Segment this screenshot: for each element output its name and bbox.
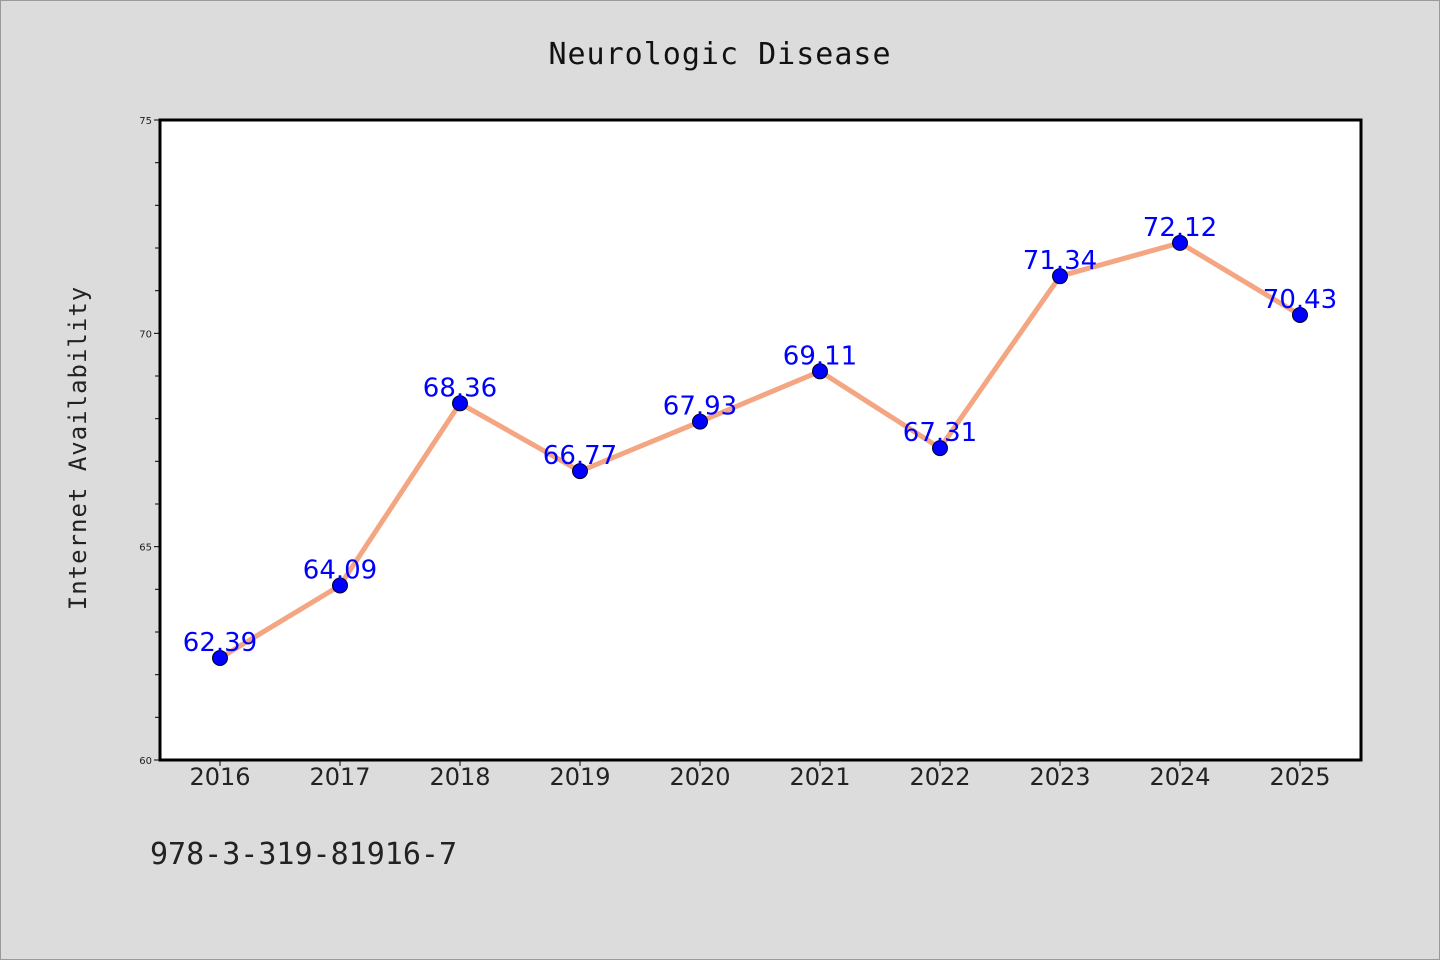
- x-tick-label: 2019: [549, 763, 610, 791]
- x-axis-ticks: 2016 2017 2018 2019 2020 2021 2022 2023 2024 2025: [189, 760, 1331, 791]
- data-point: [572, 463, 588, 480]
- data-label: 67.93: [663, 392, 737, 422]
- y-axis-ticks: 60 65 70 75: [139, 116, 160, 767]
- data-point: [452, 395, 468, 412]
- x-tick-label: 2023: [1029, 763, 1090, 791]
- data-label: 64.09: [303, 555, 377, 585]
- data-label: 66.77: [543, 441, 617, 471]
- y-tick-label: 70: [139, 329, 152, 340]
- data-label: 72.12: [1143, 213, 1217, 243]
- data-point: [332, 577, 348, 594]
- data-label: 68.36: [423, 373, 497, 403]
- series-markers: [212, 234, 1308, 667]
- x-tick-label: 2020: [669, 763, 730, 791]
- data-label: 67.31: [903, 418, 977, 448]
- data-label: 70.43: [1263, 285, 1337, 315]
- data-label: 62.39: [183, 628, 257, 658]
- x-tick-label: 2022: [909, 763, 970, 791]
- x-tick-label: 2024: [1149, 763, 1210, 791]
- x-tick-label: 2025: [1269, 763, 1330, 791]
- footnote: 978-3-319-81916-7: [150, 837, 457, 872]
- data-point: [1172, 234, 1188, 251]
- data-point: [1292, 306, 1308, 323]
- series-line: [218, 240, 1302, 661]
- data-point: [932, 440, 948, 457]
- y-tick-label: 60: [139, 756, 152, 767]
- data-labels: 62.39 64.09 68.36 66.77 67.93 69.11 67.31 71.34…: [183, 213, 1337, 658]
- x-tick-label: 2021: [789, 763, 850, 791]
- plot-area: [158, 118, 1363, 762]
- y-tick-label: 65: [139, 543, 152, 554]
- x-tick-label: 2018: [429, 763, 490, 791]
- data-point: [1052, 268, 1068, 285]
- data-label: 69.11: [783, 341, 857, 371]
- data-point: [212, 650, 228, 667]
- data-point: [692, 413, 708, 430]
- data-point: [812, 363, 828, 380]
- y-axis-label: Internet Availability: [64, 286, 92, 610]
- y-minor-ticks: [155, 162, 160, 718]
- chart-title: Neurologic Disease: [548, 37, 891, 72]
- y-tick-label: 75: [139, 116, 152, 127]
- x-tick-label: 2016: [189, 763, 250, 791]
- x-tick-label: 2017: [309, 763, 370, 791]
- data-label: 71.34: [1023, 246, 1097, 276]
